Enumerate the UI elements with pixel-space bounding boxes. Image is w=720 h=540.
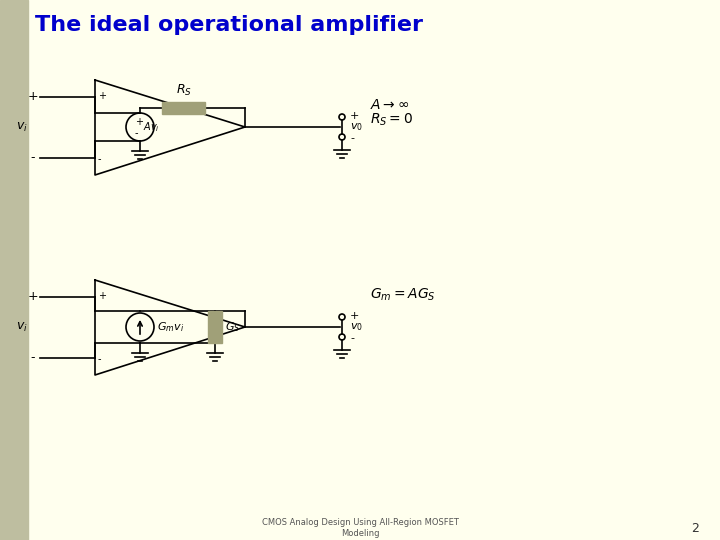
- Text: $v_0$: $v_0$: [350, 121, 363, 133]
- Bar: [162, 102, 205, 114]
- Bar: [208, 311, 222, 343]
- Text: CMOS Analog Design Using All-Region MOSFET
Modeling: CMOS Analog Design Using All-Region MOSF…: [261, 518, 459, 538]
- Text: The ideal operational amplifier: The ideal operational amplifier: [35, 15, 423, 35]
- Text: $G_S$: $G_S$: [225, 320, 240, 334]
- Text: -: -: [98, 354, 102, 364]
- Text: $G_mv_i$: $G_mv_i$: [157, 320, 184, 334]
- Text: $v_0$: $v_0$: [350, 321, 363, 333]
- Text: $G_m=AG_S$: $G_m=AG_S$: [370, 287, 436, 303]
- Text: $v_i$: $v_i$: [16, 120, 28, 133]
- Text: $A\rightarrow\infty$: $A\rightarrow\infty$: [370, 98, 410, 112]
- Text: +: +: [27, 91, 38, 104]
- Text: $R_S=0$: $R_S=0$: [370, 112, 413, 128]
- Text: -: -: [135, 128, 138, 138]
- Bar: [0, 0, 28, 540]
- Text: +: +: [350, 111, 359, 121]
- Text: +: +: [350, 311, 359, 321]
- Text: $v_i$: $v_i$: [16, 320, 28, 334]
- Text: $R_S$: $R_S$: [176, 83, 192, 98]
- Text: -: -: [350, 333, 354, 343]
- Text: $Av_i$: $Av_i$: [143, 120, 160, 134]
- Text: +: +: [135, 117, 143, 127]
- Text: 2: 2: [691, 522, 699, 535]
- Text: -: -: [98, 154, 102, 164]
- Text: -: -: [31, 352, 35, 365]
- Text: -: -: [31, 152, 35, 165]
- Text: +: +: [98, 91, 106, 101]
- Text: -: -: [350, 133, 354, 143]
- Text: +: +: [98, 291, 106, 301]
- Text: +: +: [27, 291, 38, 303]
